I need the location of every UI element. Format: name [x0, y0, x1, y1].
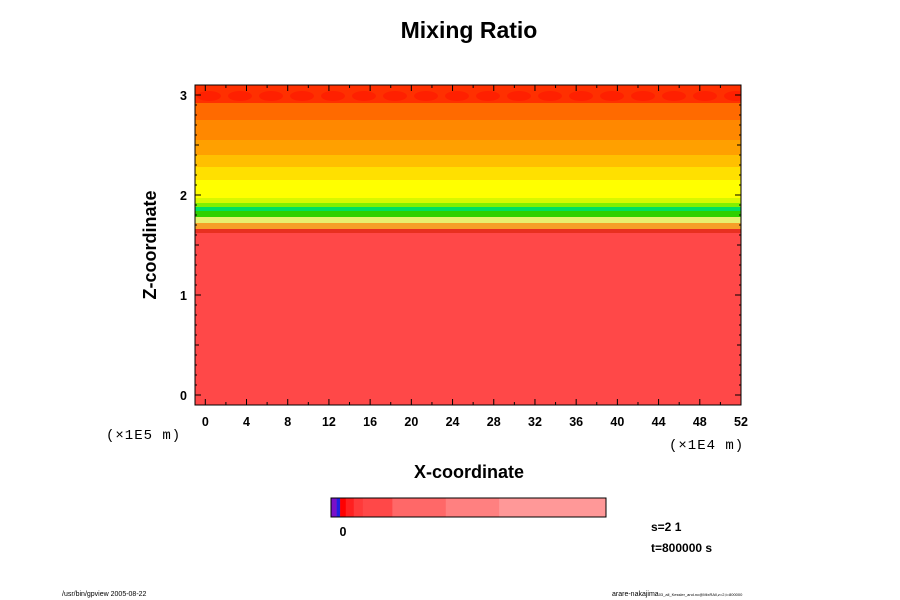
colorbar-segment-1 [336, 498, 341, 517]
x-axis-ticks: 0 4 8 12 16 20 24 28 32 36 40 44 48 52 [202, 85, 748, 429]
colorbar-segment-7 [445, 498, 500, 517]
y-tick-label: 0 [180, 389, 187, 403]
y-axis-label: Z-coordinate [140, 190, 160, 299]
x-tick-label: 20 [404, 415, 418, 429]
x-tick-label: 44 [652, 415, 666, 429]
y-tick-label: 3 [180, 89, 187, 103]
chart-title: Mixing Ratio [401, 17, 538, 43]
footer-right-main: arare-nakajima [612, 591, 659, 598]
top-wave-blob [476, 91, 500, 101]
top-boundary-waves [197, 91, 741, 101]
contour-layer-5 [195, 207, 741, 211]
colorbar-segment-8 [499, 498, 607, 517]
x-tick-label: 28 [487, 415, 501, 429]
contour-layer-4 [195, 211, 741, 217]
x-tick-label: 12 [322, 415, 336, 429]
contour-layer-7 [195, 198, 741, 203]
top-wave-blob [383, 91, 407, 101]
contour-layer-3 [195, 217, 741, 223]
x-tick-label: 48 [693, 415, 707, 429]
x-tick-label: 8 [284, 415, 291, 429]
top-wave-blob [228, 91, 252, 101]
x-tick-label: 0 [202, 415, 209, 429]
colorbar-tick-label: 0 [340, 525, 347, 539]
top-wave-blob [197, 91, 221, 101]
y-tick-label: 2 [180, 189, 187, 203]
x-unit-label: (×1E4 m) [669, 438, 744, 454]
footer-right-small: 03_all_Kessler_and.nc@MixRAll,z=2,t=8000… [659, 592, 743, 597]
x-tick-label: 24 [446, 415, 460, 429]
top-wave-blob [724, 91, 741, 101]
contour-layer-1 [195, 229, 741, 233]
y-unit-label: (×1E5 m) [106, 428, 181, 444]
x-tick-label: 40 [610, 415, 624, 429]
top-wave-blob [631, 91, 655, 101]
y-tick-label: 1 [180, 289, 187, 303]
contour-layers [195, 85, 741, 405]
top-wave-blob [321, 91, 345, 101]
colorbar-segment-0 [331, 498, 337, 517]
x-tick-label: 52 [734, 415, 748, 429]
x-tick-label: 36 [569, 415, 583, 429]
contour-layer-9 [195, 167, 741, 180]
colorbar-segment-5 [362, 498, 393, 517]
y-axis-ticks: 0 1 2 3 [180, 89, 741, 403]
colorbar-frame [330, 497, 607, 518]
colorbar-segment-4 [353, 498, 364, 517]
x-tick-label: 4 [243, 415, 250, 429]
top-wave-blob [414, 91, 438, 101]
contour-layer-10 [195, 155, 741, 167]
contour-layer-12 [195, 120, 741, 140]
contour-layer-8 [195, 180, 741, 198]
top-wave-blob [600, 91, 624, 101]
contour-layer-6 [195, 203, 741, 207]
colorbar [331, 498, 607, 517]
top-wave-blob [445, 91, 469, 101]
top-wave-blob [569, 91, 593, 101]
top-wave-blob [352, 91, 376, 101]
contour-layer-0 [195, 233, 741, 405]
top-wave-blob [259, 91, 283, 101]
x-tick-label: 16 [363, 415, 377, 429]
top-wave-blob [662, 91, 686, 101]
top-wave-blob [538, 91, 562, 101]
colorbar-segment-2 [340, 498, 347, 517]
contour-layer-11 [195, 140, 741, 155]
x-axis-label: X-coordinate [414, 462, 524, 482]
contour-layer-2 [195, 223, 741, 229]
top-wave-blob [290, 91, 314, 101]
time-info: t=800000 s [651, 541, 712, 555]
footer-right: arare-nakajima03_all_Kessler_and.nc@MixR… [612, 591, 743, 598]
top-wave-blob [507, 91, 531, 101]
colorbar-segment-3 [345, 498, 355, 517]
colorbar-segment-6 [392, 498, 447, 517]
footer-left: /usr/bin/gpview 2005-08-22 [62, 591, 147, 598]
contour-layer-13 [195, 103, 741, 120]
x-tick-label: 32 [528, 415, 542, 429]
step-info: s=2 1 [651, 520, 682, 534]
top-wave-blob [693, 91, 717, 101]
